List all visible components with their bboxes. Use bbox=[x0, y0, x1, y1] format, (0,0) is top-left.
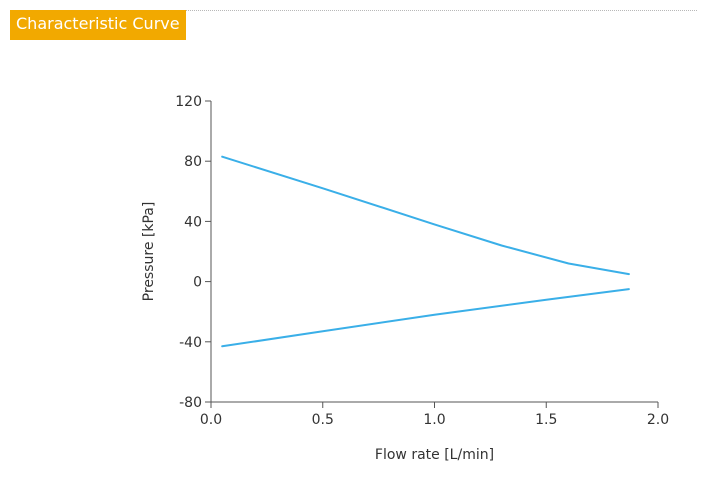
y-tick-label: -80 bbox=[179, 395, 202, 411]
x-tick-label: 0.0 bbox=[200, 412, 222, 428]
x-axis-title: Flow rate [L/min] bbox=[375, 447, 494, 463]
x-tick-label: 0.5 bbox=[312, 412, 334, 428]
section-title: Characteristic Curve bbox=[10, 10, 186, 40]
y-tick-label: 120 bbox=[175, 94, 202, 110]
x-tick-label: 1.0 bbox=[423, 412, 445, 428]
series-line-1 bbox=[221, 155, 630, 276]
x-tick-label: 2.0 bbox=[647, 412, 669, 428]
y-tick-label: -40 bbox=[179, 335, 202, 351]
series-line-2 bbox=[221, 288, 630, 348]
x-tick-label: 1.5 bbox=[535, 412, 557, 428]
chart-labels: -80 -40 0 40 80 120 0.0 0.5 1.0 1.5 2.0 Flow rate [… bbox=[141, 94, 669, 463]
header-divider bbox=[10, 10, 697, 11]
chart-series bbox=[221, 155, 630, 348]
y-tick-label: 40 bbox=[184, 214, 202, 230]
y-axis-title: Pressure [kPa] bbox=[141, 202, 157, 302]
chart-axes bbox=[205, 100, 659, 408]
section-header: Characteristic Curve bbox=[10, 10, 697, 40]
y-tick-label: 0 bbox=[193, 275, 202, 291]
y-tick-label: 80 bbox=[184, 154, 202, 170]
